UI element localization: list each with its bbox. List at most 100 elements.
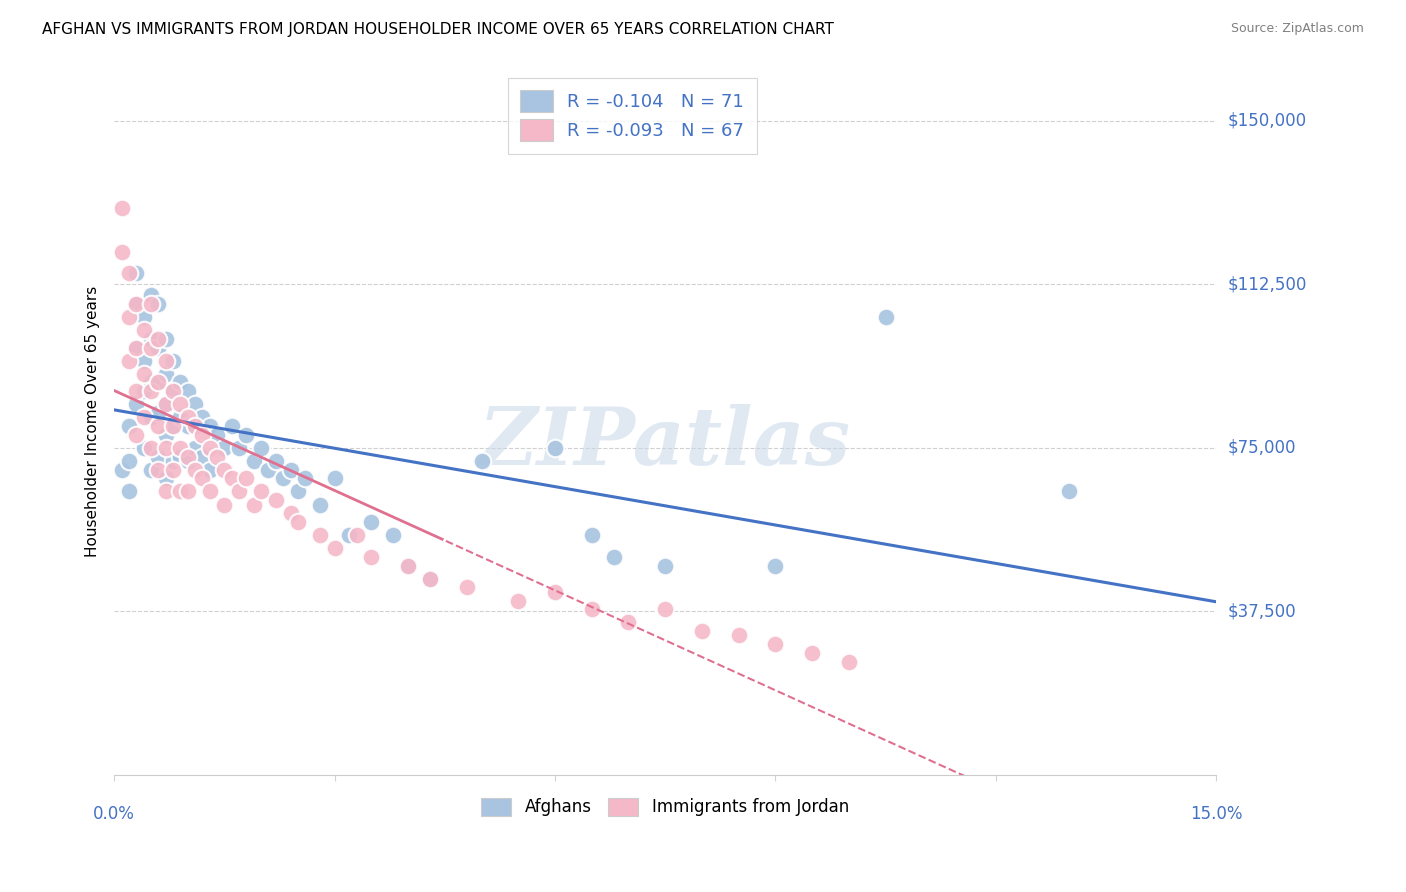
Point xyxy=(191,427,214,442)
Point xyxy=(654,558,676,573)
Point xyxy=(169,410,191,425)
Point xyxy=(176,454,198,468)
Point xyxy=(162,454,184,468)
Point xyxy=(176,384,198,399)
Text: AFGHAN VS IMMIGRANTS FROM JORDAN HOUSEHOLDER INCOME OVER 65 YEARS CORRELATION CH: AFGHAN VS IMMIGRANTS FROM JORDAN HOUSEHO… xyxy=(42,22,834,37)
Point xyxy=(176,484,198,499)
Point xyxy=(125,341,148,355)
Text: $112,500: $112,500 xyxy=(1227,276,1306,293)
Point xyxy=(544,584,567,599)
Point xyxy=(221,471,243,485)
Point xyxy=(214,441,236,455)
Point xyxy=(169,376,191,390)
Point xyxy=(603,549,626,564)
Point xyxy=(205,450,228,464)
Text: $150,000: $150,000 xyxy=(1227,112,1306,130)
Point xyxy=(125,384,148,399)
Point xyxy=(139,384,162,399)
Point xyxy=(139,341,162,355)
Point xyxy=(456,581,478,595)
Point xyxy=(191,471,214,485)
Point xyxy=(118,484,141,499)
Point xyxy=(690,624,713,638)
Point xyxy=(169,441,191,455)
Point xyxy=(118,353,141,368)
Point xyxy=(148,297,170,311)
Point xyxy=(155,484,177,499)
Point xyxy=(309,498,332,512)
Point xyxy=(148,332,170,346)
Point xyxy=(132,353,155,368)
Point xyxy=(264,454,287,468)
Point xyxy=(544,441,567,455)
Point xyxy=(139,297,162,311)
Point xyxy=(162,384,184,399)
Point xyxy=(360,515,382,529)
Point xyxy=(148,406,170,420)
Point xyxy=(198,441,221,455)
Point xyxy=(162,384,184,399)
Point xyxy=(125,397,148,411)
Point xyxy=(184,463,207,477)
Point xyxy=(242,454,264,468)
Point xyxy=(235,471,257,485)
Point xyxy=(287,515,309,529)
Point xyxy=(191,410,214,425)
Point xyxy=(205,427,228,442)
Point xyxy=(875,310,897,324)
Point xyxy=(176,419,198,434)
Point xyxy=(139,441,162,455)
Point xyxy=(125,341,148,355)
Point xyxy=(162,419,184,434)
Point xyxy=(214,498,236,512)
Point xyxy=(169,484,191,499)
Text: 0.0%: 0.0% xyxy=(93,805,135,823)
Point xyxy=(287,484,309,499)
Point xyxy=(221,419,243,434)
Point xyxy=(184,419,207,434)
Point xyxy=(250,484,273,499)
Point xyxy=(110,244,132,259)
Point xyxy=(396,558,419,573)
Point xyxy=(176,450,198,464)
Point xyxy=(148,419,170,434)
Point xyxy=(1057,484,1080,499)
Point xyxy=(838,655,860,669)
Point xyxy=(184,441,207,455)
Text: Source: ZipAtlas.com: Source: ZipAtlas.com xyxy=(1230,22,1364,36)
Point xyxy=(763,637,786,651)
Point xyxy=(309,528,332,542)
Point xyxy=(162,353,184,368)
Point xyxy=(155,427,177,442)
Point xyxy=(162,419,184,434)
Point xyxy=(155,441,177,455)
Point xyxy=(470,454,492,468)
Point xyxy=(148,376,170,390)
Point xyxy=(396,558,419,573)
Point xyxy=(419,572,441,586)
Point xyxy=(264,493,287,508)
Point xyxy=(654,602,676,616)
Point xyxy=(169,397,191,411)
Point xyxy=(617,615,640,630)
Text: $37,500: $37,500 xyxy=(1227,602,1296,621)
Point xyxy=(727,628,749,642)
Point xyxy=(132,310,155,324)
Point xyxy=(294,471,316,485)
Point xyxy=(110,463,132,477)
Point xyxy=(132,441,155,455)
Point xyxy=(198,419,221,434)
Point xyxy=(155,367,177,381)
Point xyxy=(271,471,294,485)
Point xyxy=(132,384,155,399)
Point xyxy=(118,454,141,468)
Point xyxy=(419,572,441,586)
Point xyxy=(280,463,302,477)
Point xyxy=(148,450,170,464)
Point xyxy=(132,323,155,337)
Point xyxy=(184,397,207,411)
Point xyxy=(118,267,141,281)
Point xyxy=(132,410,155,425)
Point xyxy=(132,367,155,381)
Point xyxy=(139,463,162,477)
